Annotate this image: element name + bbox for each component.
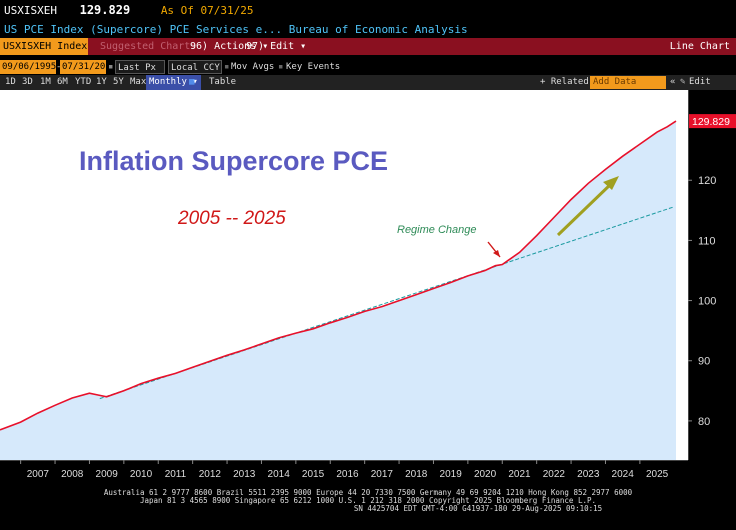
chart-plot-area[interactable]: Inflation Supercore PCE 2005 -- 2025 Reg… — [0, 90, 688, 460]
edit-menu[interactable]: 97) Edit ▾ — [246, 41, 307, 52]
pencil-icon[interactable]: ✎ — [680, 77, 686, 87]
x-tick-label: 2020 — [474, 469, 497, 480]
annotation-regime-change: Regime Change — [397, 224, 477, 236]
y-tick-label: 80 — [698, 416, 710, 428]
y-axis: 80 90 100 110 120 129.829 — [687, 90, 736, 460]
range-1y[interactable]: 1Y — [96, 77, 107, 87]
y-tick-label: 120 — [698, 175, 716, 187]
y-tick-label: 110 — [698, 235, 716, 247]
x-tick-label: 2008 — [61, 469, 84, 480]
x-tick-label: 2014 — [268, 469, 291, 480]
x-tick-label: 2010 — [130, 469, 153, 480]
menu-bar: USXISXEH Index Suggested Charts 96) Acti… — [0, 38, 736, 55]
x-tick-label: 2017 — [371, 469, 394, 480]
x-tick-label: 2012 — [199, 469, 222, 480]
date-separator: - — [56, 62, 62, 72]
last-value-label: 129.829 — [692, 116, 730, 128]
actions-menu[interactable]: 96) Actions ▾ — [190, 41, 269, 52]
table-button[interactable]: Table — [209, 77, 237, 87]
security-description: US PCE Index (Supercore) PCE Services e.… — [4, 23, 468, 36]
annotation-subtitle: 2005 -- 2025 — [177, 208, 286, 229]
range-max[interactable]: Max — [130, 77, 147, 87]
footer-line-2: Japan 81 3 4565 8900 Singapore 65 6212 1… — [139, 496, 597, 505]
range-bar: 1D 3D 1M 6M YTD 1Y 5Y Max Monthly ▾ ▦ Ta… — [0, 75, 736, 102]
add-data-input[interactable]: Add Data — [590, 76, 666, 89]
x-tick-label: 2015 — [302, 469, 325, 480]
x-tick-label: 2018 — [405, 469, 428, 480]
x-tick-label: 2013 — [233, 469, 256, 480]
end-date-input[interactable]: 07/31/2025 — [60, 60, 117, 74]
chart-svg: Inflation Supercore PCE 2005 -- 2025 Reg… — [0, 120, 677, 460]
x-tick-label: 2025 — [646, 469, 669, 480]
x-axis: 2007 2008 2009 2010 2011 2012 2013 2014 2015 2016… — [0, 459, 688, 487]
x-tick-label: 2023 — [577, 469, 600, 480]
x-tick-label: 2021 — [508, 469, 531, 480]
x-tick-label: 2009 — [96, 469, 119, 480]
footer-copyright: Australia 61 2 9777 8600 Brazil 5511 239… — [0, 487, 736, 530]
range-ytd[interactable]: YTD — [75, 77, 92, 87]
as-of-date: As Of 07/31/25 — [160, 4, 254, 17]
x-tick-label: 2022 — [543, 469, 566, 480]
y-axis-svg: 80 90 100 110 120 129.829 — [687, 90, 736, 460]
key-events-checkbox-icon[interactable]: ▪ — [278, 62, 284, 72]
range-6m[interactable]: 6M — [57, 77, 68, 87]
related-data-button[interactable]: + Related Dat — [540, 77, 611, 87]
last-price: 129.829 — [79, 3, 131, 17]
regime-arrow-head — [493, 250, 500, 257]
chart-type-label: Line Chart — [669, 41, 730, 52]
x-tick-label: 2007 — [27, 469, 50, 480]
calendar-icon[interactable]: ▪ — [108, 62, 114, 72]
security-field[interactable]: USXISXEH Index — [0, 38, 88, 55]
trend-arrow-shaft — [556, 181, 614, 237]
mov-avgs-checkbox-icon[interactable]: ▪ — [224, 62, 230, 72]
x-tick-label: 2011 — [165, 469, 187, 480]
x-tick-label: 2024 — [612, 469, 635, 480]
start-date-input[interactable]: 09/06/1995 — [0, 60, 57, 74]
field-select[interactable]: Last Px — [115, 60, 165, 74]
range-3d[interactable]: 3D — [22, 77, 33, 87]
footer-line-1: Australia 61 2 9777 8600 Brazil 5511 239… — [103, 488, 633, 497]
table-icon[interactable]: ▦ — [189, 77, 195, 87]
mov-avgs-label[interactable]: Mov Avgs — [231, 62, 275, 72]
currency-select[interactable]: Local CCY — [168, 60, 222, 74]
key-events-label[interactable]: Key Events — [286, 62, 341, 72]
quote-header: USXISXEH 129.829 As Of 07/31/25 — [0, 0, 736, 21]
range-5y[interactable]: 5Y — [113, 77, 124, 87]
y-tick-label: 90 — [698, 356, 710, 368]
suggested-charts-button[interactable]: Suggested Charts — [100, 41, 197, 52]
last-value-badge — [689, 114, 736, 129]
spacer — [0, 55, 736, 59]
trend-arrow-head — [603, 176, 619, 190]
control-bar: 09/06/1995 - 07/31/2025 ▪ Last Px Local … — [0, 59, 736, 75]
range-1m[interactable]: 1M — [40, 77, 51, 87]
frequency-select[interactable]: Monthly ▾ — [146, 75, 201, 90]
x-tick-label: 2016 — [336, 469, 359, 480]
collapse-icon[interactable]: « — [670, 77, 676, 87]
y-tick-label: 100 — [698, 296, 716, 308]
series-line — [0, 120, 677, 431]
trend-line — [99, 206, 673, 400]
footer-line-3: SN 4425704 EDT GMT-4:00 G41937-180 29-Au… — [353, 504, 603, 513]
annotation-title: Inflation Supercore PCE — [79, 146, 388, 176]
x-axis-svg: 2007 2008 2009 2010 2011 2012 2013 2014 2015 2016… — [0, 459, 688, 480]
x-tick-label: 2019 — [440, 469, 463, 480]
ticker-symbol: USXISXEH — [4, 4, 57, 17]
range-1d[interactable]: 1D — [5, 77, 16, 87]
